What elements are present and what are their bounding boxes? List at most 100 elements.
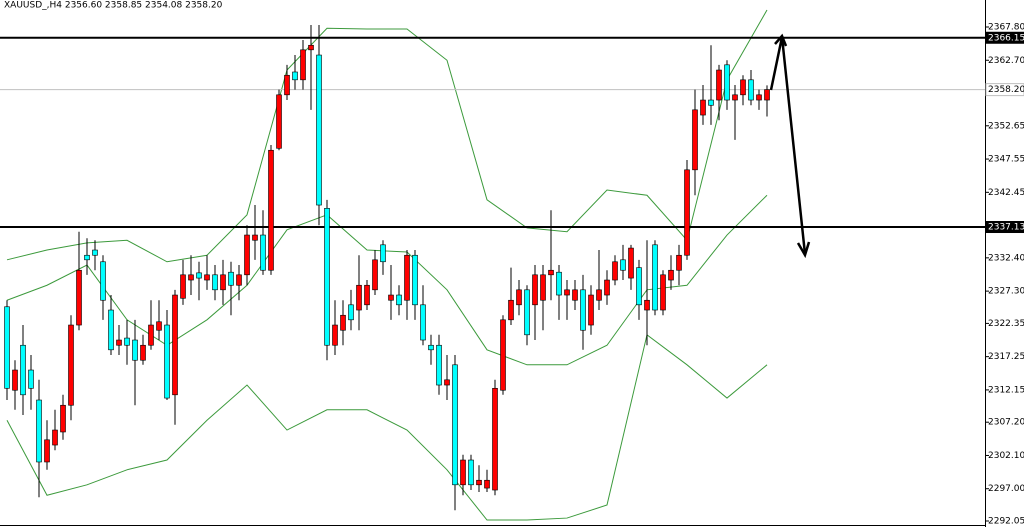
candle-body — [708, 99, 714, 106]
candle-body — [684, 169, 690, 256]
band-line — [6, 333, 768, 521]
candle-body — [468, 459, 474, 486]
candle-body — [756, 94, 762, 101]
candle-body — [148, 324, 154, 346]
candle-body — [92, 249, 98, 256]
candle-body — [420, 304, 426, 341]
arrow-annotation — [769, 33, 811, 259]
y-tick-label: 2322.35 — [988, 319, 1024, 329]
candle-body — [204, 274, 210, 281]
band-line — [6, 9, 768, 263]
candle-body — [652, 244, 658, 311]
candle-body — [508, 299, 514, 321]
candle-body — [572, 289, 578, 301]
y-tick-label: 2297.00 — [988, 484, 1024, 494]
candle-body — [748, 79, 754, 101]
candle-body — [396, 294, 402, 306]
y-tick-label: 2292.05 — [988, 517, 1024, 527]
candle-body — [180, 274, 186, 299]
candle-body — [412, 254, 418, 306]
candle-body — [124, 337, 130, 346]
candle-body — [484, 479, 490, 489]
candle-body — [220, 274, 226, 291]
candle-body — [540, 274, 546, 301]
candle-body — [364, 284, 370, 306]
candle-body — [12, 369, 18, 391]
candle-body — [764, 89, 770, 101]
candle-body — [284, 74, 290, 96]
y-tick-label: 2312.15 — [988, 385, 1024, 395]
y-tick-label: 2342.45 — [988, 188, 1024, 198]
price-label: 2337.13 — [988, 223, 1024, 233]
candle-body — [580, 289, 586, 331]
candle-body — [740, 79, 746, 96]
candle-body — [44, 439, 50, 463]
candle-body — [356, 284, 362, 311]
candle-body — [132, 339, 138, 361]
y-tick-label: 2367.80 — [988, 22, 1024, 32]
candle-body — [188, 274, 194, 281]
candle-body — [548, 269, 554, 276]
candle-body — [308, 44, 314, 51]
candle-body — [428, 344, 434, 351]
candle-body — [324, 207, 330, 346]
y-tick-label: 2327.30 — [988, 287, 1024, 297]
candle-body — [444, 379, 450, 386]
candle-body — [596, 289, 602, 301]
price-label: 2366.15 — [988, 33, 1024, 43]
candle-body — [724, 64, 730, 101]
plot-area — [0, 9, 985, 521]
candle-body — [668, 269, 674, 281]
candle-body — [156, 321, 162, 331]
candle-body — [316, 54, 322, 206]
candle-body — [252, 234, 258, 241]
y-tick-label: 2332.40 — [988, 253, 1024, 263]
candle-body — [372, 259, 378, 291]
candle-body — [228, 271, 234, 286]
candle-body — [108, 309, 114, 351]
candle-body — [76, 269, 82, 326]
y-tick-label: 2307.20 — [988, 418, 1024, 428]
candle-body — [260, 234, 266, 271]
candle-body — [556, 271, 562, 296]
arrow-head — [796, 241, 811, 259]
candle-body — [4, 306, 10, 389]
candle-body — [404, 254, 410, 301]
candle-body — [588, 294, 594, 326]
candle-body — [268, 149, 274, 271]
candle-body — [196, 272, 202, 279]
candle-body — [332, 324, 338, 346]
arrow-head — [774, 33, 788, 47]
candle-body — [716, 69, 722, 101]
candle-body — [644, 299, 650, 311]
candle-body — [60, 404, 66, 433]
candle-body — [300, 49, 306, 81]
candle-body — [452, 364, 458, 486]
candle-body — [236, 274, 242, 286]
candle-body — [340, 314, 346, 331]
candle-body — [604, 279, 610, 296]
price-label-box — [986, 221, 1024, 234]
candle-body — [28, 369, 34, 389]
y-tick-label: 2347.55 — [988, 155, 1024, 165]
y-tick-label: 2362.70 — [988, 56, 1024, 66]
candle-body — [612, 261, 618, 281]
candle-body — [692, 109, 698, 171]
price-label-box — [985, 83, 1024, 97]
candle-body — [636, 267, 642, 306]
candle-body — [676, 254, 682, 271]
candle-body — [436, 344, 442, 386]
candle-body — [460, 459, 466, 486]
candle-body — [140, 344, 146, 361]
candle-body — [388, 294, 394, 301]
candle-body — [36, 399, 42, 463]
candle-body — [116, 339, 122, 346]
candle-body — [348, 304, 354, 321]
price-label: 2358.20 — [988, 85, 1024, 95]
candle-body — [68, 324, 74, 406]
candle-body — [564, 289, 570, 296]
candle-body — [532, 274, 538, 306]
candle-body — [212, 274, 218, 291]
candle-body — [164, 324, 170, 399]
